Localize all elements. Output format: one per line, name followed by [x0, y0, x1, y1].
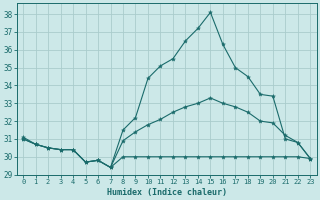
X-axis label: Humidex (Indice chaleur): Humidex (Indice chaleur)	[107, 188, 227, 197]
